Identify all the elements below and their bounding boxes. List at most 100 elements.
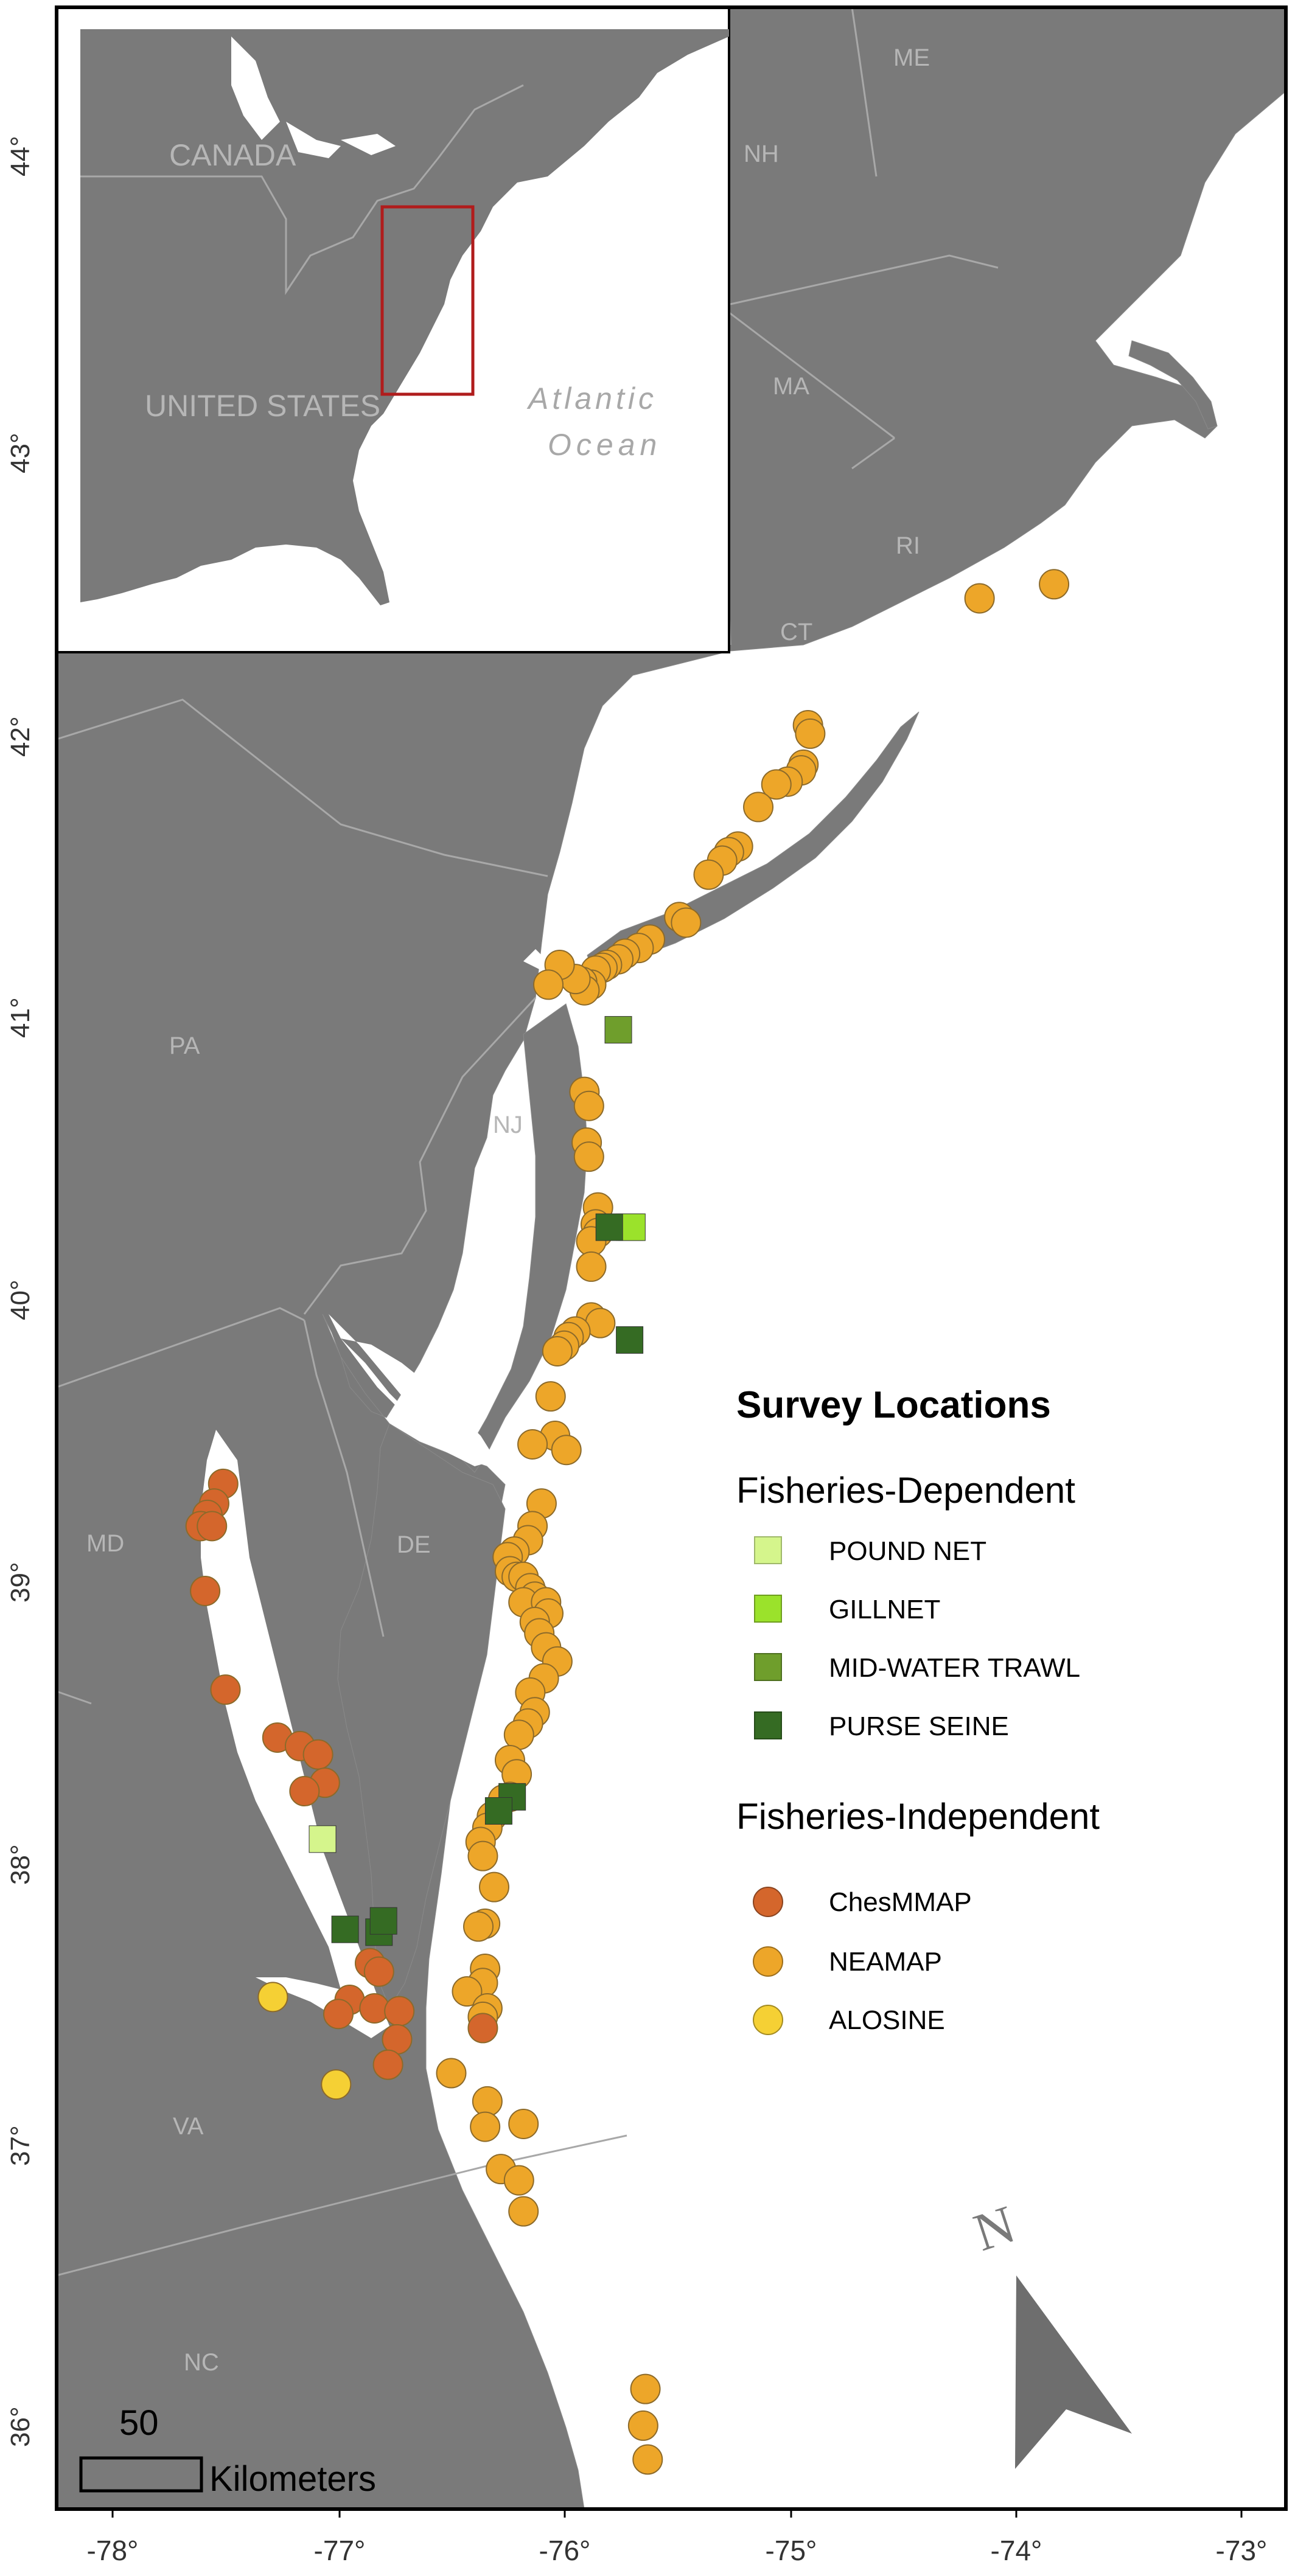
legend-label-purse-seine: PURSE SEINE [829,1711,1009,1741]
survey-markers [185,569,1070,2475]
lat-tick-36: 36° [5,2406,35,2447]
pa-nj-border [303,997,537,1315]
neamap-marker [573,1090,604,1121]
legend-label-gillnet: GILLNET [829,1595,940,1624]
legend-swatch-pound-net [754,1536,782,1564]
chesmmap-marker [323,1999,354,2030]
legend-swatch-neamap [753,1946,783,1977]
legend-label-alosine: ALOSINE [829,2005,945,2035]
delaware-bay [329,1314,496,1466]
lat-tick-44: 44° [5,136,35,176]
inset-label-ocean-line2: Ocean [548,428,661,462]
inset-label-canada: CANADA [169,138,296,172]
ct-ri-border [851,437,895,470]
state-label-de: DE [397,1531,431,1558]
purse-seine-marker [331,1915,359,1943]
pound-net-marker [309,1825,337,1853]
neamap-marker [542,1335,573,1366]
lat-tick-40: 40° [5,1279,35,1320]
neamap-marker [573,1141,604,1172]
lat-tick-43: 43° [5,433,35,473]
legend-swatch-alosine [753,2005,783,2035]
lat-tick-39: 39° [5,1562,35,1603]
scale-bar-box [79,2456,203,2493]
alosine-marker [257,1982,288,2013]
nh-me-border [851,7,878,177]
legend-swatch-chesmmap [753,1887,783,1917]
neamap-marker [576,1251,607,1282]
lat-tick-37: 37° [5,2125,35,2166]
legend: Survey Locations Fisheries-Dependent POU… [736,1384,1100,2035]
neamap-marker [452,1976,483,2007]
inset-country-border [80,84,524,295]
long-island-sound [584,706,901,925]
purse-seine-marker [616,1326,644,1354]
legend-swatch-purse-seine [754,1711,782,1739]
legend-label-neamap: NEAMAP [829,1947,942,1977]
pa-ny-border [56,698,548,877]
neamap-marker [503,2165,534,2196]
neamap-marker [630,2373,661,2404]
cape-cod [1128,340,1218,430]
state-label-ma: MA [773,373,809,400]
neamap-marker [508,2196,539,2227]
neamap-marker [693,859,724,890]
legend-label-midwater-trawl: MID-WATER TRAWL [829,1653,1080,1683]
chesmmap-marker [197,1511,228,1542]
lon-tick-marks [111,2509,1243,2518]
neamap-marker [535,1381,566,1412]
neamap-marker [964,583,995,614]
state-label-nj: NJ [493,1112,523,1138]
state-label-ri: RI [896,532,920,559]
purse-seine-marker [369,1907,397,1935]
midwater-trawl-marker [604,1016,632,1044]
legend-label-chesmmap: ChesMMAP [829,1887,972,1917]
lat-ticks: 44° 43° 42° 41° 40° 39° 38° 37° 36° [5,136,35,2447]
inset-study-area-box [380,205,475,396]
lat-tick-42: 42° [5,716,35,757]
neamap-marker [761,769,792,800]
state-borders [56,7,999,2277]
chesmmap-marker [372,2049,403,2080]
md-pa-border [56,1307,305,1388]
chesmmap-marker [384,1996,415,2027]
scale-value: 50 [119,2403,159,2443]
north-arrow-icon [1015,2275,1132,2469]
purse-seine-marker [484,1797,512,1825]
neamap-marker [743,792,774,823]
neamap-marker [470,2111,501,2142]
chesmmap-marker [190,1575,221,1606]
lat-tick-41: 41° [5,997,35,1038]
chesmmap-marker [363,1956,394,1987]
legend-dependent-heading: Fisheries-Dependent [736,1470,1075,1511]
de-md-border [303,1320,385,1637]
state-label-ct: CT [780,619,812,646]
state-label-me: ME [893,44,930,71]
inset-label-ocean-line1: Atlantic [526,381,657,416]
neamap-marker [533,969,564,1000]
neamap-marker [463,1911,494,1942]
neamap-marker [627,2410,658,2441]
lon-ticks: -78° -77° -76° -75° -74° -73° [87,2535,1268,2566]
lon-tick-73: -73° [1216,2535,1268,2566]
delmarva [337,1423,506,2009]
neamap-marker [632,2444,663,2475]
neamap-marker [436,2058,467,2089]
lat-tick-38: 38° [5,1844,35,1885]
state-label-pa: PA [169,1032,200,1059]
legend-independent-heading: Fisheries-Independent [736,1796,1100,1837]
legend-label-pound-net: POUND NET [829,1536,986,1566]
scale-bar: 50 Kilometers [79,2403,376,2499]
inset-label-united-states: UNITED STATES [145,389,380,423]
state-label-va: VA [173,2113,204,2140]
ma-nh-border [730,254,999,305]
state-labels: ME NH MA RI CT PA NJ MD DE VA NC [86,44,930,2376]
neamap-marker [671,907,702,938]
inset-land [80,29,729,605]
neamap-marker [467,1840,498,1871]
neamap-marker [551,1435,582,1466]
chesmmap-marker [467,2013,498,2044]
md-va-border [56,1690,92,1705]
chesapeake-bay [201,1430,389,2038]
